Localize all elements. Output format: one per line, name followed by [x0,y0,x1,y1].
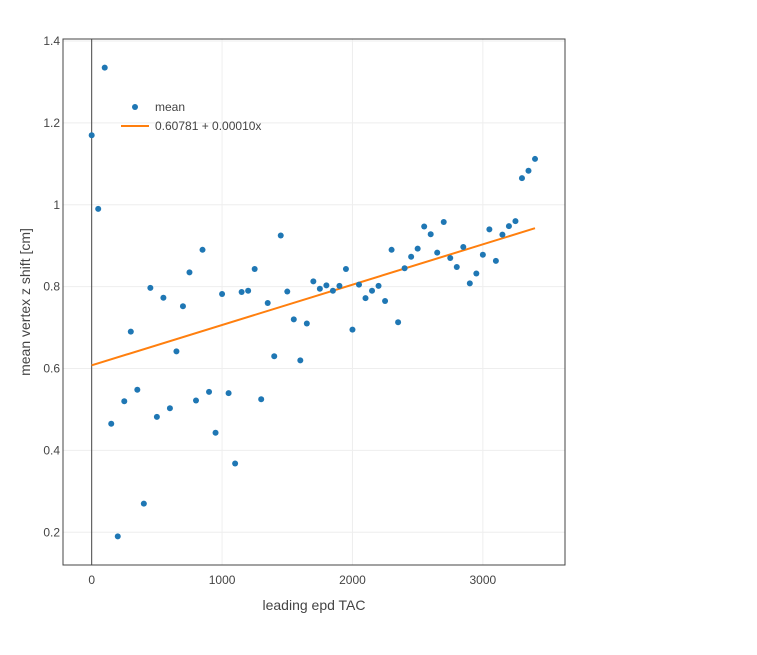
data-point [245,287,252,294]
data-point [355,281,362,288]
data-point [310,278,317,285]
data-point [336,282,343,289]
legend-label-fit: 0.60781 + 0.00010x [155,119,261,133]
data-point [225,390,232,397]
data-point [192,397,199,404]
data-point [153,413,160,420]
data-point [460,243,467,250]
data-point [212,429,219,436]
trend-layer [91,227,536,367]
data-point [525,167,532,174]
data-point [108,420,115,427]
data-point [486,226,493,233]
y-axis-title: mean vertex z shift [cm] [17,228,33,376]
data-point [238,288,245,295]
data-point [466,280,473,287]
data-point [447,254,454,261]
data-point [232,460,239,467]
y-tick-label: 0.4 [43,443,60,457]
data-point [134,386,141,393]
data-point [492,257,499,264]
y-tick-label: 1.2 [43,116,60,130]
x-tick-label: 0 [88,573,95,587]
data-point [512,218,519,225]
data-point [401,265,408,272]
data-point [414,245,421,252]
data-point [453,264,460,271]
data-point [160,294,167,301]
data-point [271,353,278,360]
data-point [427,231,434,238]
y-tick-label: 0.8 [43,280,60,294]
data-point [505,223,512,230]
x-tick-label: 2000 [339,573,366,587]
plot-frame [62,38,566,566]
data-point [166,405,173,412]
y-tick-labels: 0.2 0.4 0.6 0.8 1 1.2 1.4 [43,34,60,539]
data-point [316,285,323,292]
data-point [323,282,330,289]
data-point [251,266,258,273]
data-point [88,132,95,139]
y-tick-label: 1.4 [43,34,60,48]
x-tick-label: 3000 [470,573,497,587]
data-point [382,297,389,304]
y-tick-label: 0.2 [43,525,60,539]
y-tick-label: 1 [53,198,60,212]
data-point [342,266,349,273]
data-point [101,64,108,71]
data-point [532,155,539,162]
data-point [421,223,428,230]
data-point [388,246,395,253]
data-point [329,287,336,294]
data-point [518,175,525,182]
data-point [186,269,193,276]
data-point [199,246,206,253]
x-tick-label: 1000 [209,573,236,587]
data-point [297,357,304,364]
data-point [375,282,382,289]
legend-label-mean: mean [155,100,185,114]
data-point [434,249,441,256]
data-point [206,388,213,395]
data-point [499,231,506,238]
data-point [258,396,265,403]
x-tick-labels: 0 1000 2000 3000 [88,573,496,587]
points-layer [88,64,539,540]
data-point [290,316,297,323]
data-point [114,533,121,540]
data-point [147,284,154,291]
data-point [121,398,128,405]
data-point [127,328,134,335]
data-point [395,319,402,326]
plot-background [63,39,565,565]
data-point [140,500,147,507]
data-point [303,320,310,327]
data-point [277,232,284,239]
data-point [369,287,376,294]
data-point [408,253,415,260]
data-point [440,218,447,225]
grid-layer [63,39,565,565]
data-point [349,326,356,333]
trend-line [91,227,536,367]
data-point [284,288,291,295]
legend-marker-mean [132,104,138,110]
data-point [179,303,186,310]
data-point [173,348,180,355]
data-point [95,205,102,212]
y-tick-label: 0.6 [43,362,60,376]
data-point [219,291,226,298]
x-axis-title: leading epd TAC [263,597,366,613]
legend: mean 0.60781 + 0.00010x [121,100,261,133]
data-point [264,300,271,307]
data-point [473,270,480,277]
data-point [362,295,369,302]
data-point [479,251,486,258]
